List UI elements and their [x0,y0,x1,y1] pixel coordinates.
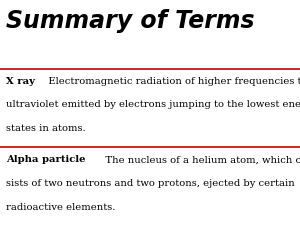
Text: The nucleus of a helium atom, which con-: The nucleus of a helium atom, which con- [96,155,300,164]
Text: ultraviolet emitted by electrons jumping to the lowest energy: ultraviolet emitted by electrons jumping… [6,100,300,109]
Text: states in atoms.: states in atoms. [6,124,85,133]
Text: Summary of Terms: Summary of Terms [6,9,255,34]
Text: Alpha particle: Alpha particle [6,155,85,164]
Text: radioactive elements.: radioactive elements. [6,202,116,211]
Text: Electromagnetic radiation of higher frequencies than: Electromagnetic radiation of higher freq… [39,76,300,86]
Text: sists of two neutrons and two protons, ejected by certain: sists of two neutrons and two protons, e… [6,179,295,188]
Text: X ray: X ray [6,76,35,86]
